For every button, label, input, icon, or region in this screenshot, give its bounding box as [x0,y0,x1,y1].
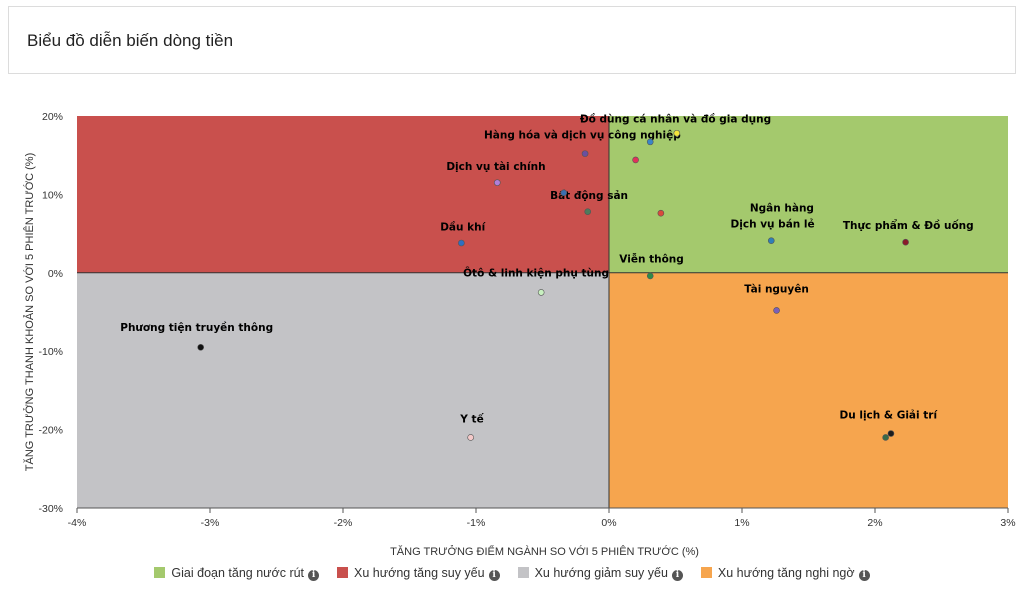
page-title: Biểu đồ diễn biến dòng tiền [27,31,234,50]
info-icon[interactable]: i [308,570,320,582]
sector-label: Dịch vụ tài chính [446,161,545,173]
chart-legend: Giai đoạn tăng nước rút i Xu hướng tăng su… [0,566,1024,582]
sector-label: Viễn thông [619,253,684,266]
data-point [197,343,204,351]
legend-swatch [517,567,529,579]
cash-flow-quadrant-chart: -4% -3% -2% -1% 0% 1% 2% 3% 20% 10% 0% -10% -20% -30%… [23,111,1016,558]
sector-label: Thực phẩm & Đồ uống [843,219,974,232]
data-point [632,156,639,164]
legend-item[interactable]: Xu hướng giảm suy yếu i [517,566,683,582]
x-tick-label: 2% [867,517,882,529]
legend-swatch [337,567,349,579]
legend-swatch [700,567,712,579]
info-icon[interactable]: i [671,570,683,582]
quadrant-3 [77,272,609,508]
legend-swatch [154,567,166,579]
data-point [767,237,775,244]
y-axis-title: TĂNG TRƯỞNG THANH KHOẢN SO VỚI 5 PHIÊN T… [23,153,36,471]
data-point [887,430,895,437]
y-tick-label: -10% [38,346,63,358]
y-tick-label: -30% [38,503,63,515]
sector-label: Bất động sản [550,189,628,202]
legend-label: Giai đoạn tăng nước rút [171,566,305,581]
x-tick-label: 1% [734,517,749,529]
chart-header-panel: Biểu đồ diễn biến dòng tiền [8,6,1016,74]
sector-label: Tài nguyên [744,283,809,295]
data-point [657,209,665,217]
sector-label: Ngân hàng [750,203,814,215]
info-icon[interactable]: i [488,570,500,582]
x-tick-label: -1% [467,517,486,529]
data-point [882,434,889,441]
data-point [584,208,592,215]
data-point [467,434,474,441]
legend-label: Xu hướng giảm suy yếu [534,566,668,581]
data-point [673,129,681,137]
sector-label: Dầu khí [440,221,486,233]
legend-label: Xu hướng tăng suy yếu [354,566,485,581]
y-tick-label: 10% [42,189,63,201]
data-point [902,238,909,246]
data-point [773,307,780,314]
sector-label: Đồ dùng cá nhân và đồ gia dụng [580,112,771,125]
quadrant-4 [609,272,1008,508]
x-tick-label: -3% [201,517,220,529]
data-point [646,138,654,146]
legend-item[interactable]: Xu hướng tăng suy yếu i [337,566,500,582]
legend-item[interactable]: Giai đoạn tăng nước rút i [154,566,320,582]
sector-label: Du lịch & Giải trí [840,410,939,422]
y-tick-label: 20% [42,111,63,123]
quadrant-1 [609,116,1008,273]
legend-label: Xu hướng tăng nghi ngờ [717,566,855,581]
data-point [581,150,589,157]
sector-label: Dịch vụ bán lẻ [731,218,815,230]
sector-label: Y tế [459,413,484,426]
data-point [646,272,654,280]
sector-label: Ôtô & linh kiện phụ tùng [463,267,609,280]
sector-label: Hàng hóa và dịch vụ công nghiệp [484,130,681,142]
x-tick-label: -2% [334,517,353,529]
data-point [493,179,501,186]
quadrant-2 [77,116,609,273]
data-point [537,289,545,296]
x-axis-title: TĂNG TRƯỞNG ĐIỂM NGÀNH SO VỚI 5 PHIÊN TR… [390,545,699,558]
info-icon[interactable]: i [858,570,870,582]
sector-label: Phương tiện truyền thông [120,321,273,334]
x-tick-label: -4% [68,517,87,529]
data-point [560,189,568,197]
x-tick-label: 3% [1000,517,1015,529]
x-tick-label: 0% [601,517,616,529]
y-tick-label: 0% [48,268,63,280]
y-tick-label: -20% [38,425,63,437]
data-point [458,239,465,247]
legend-item[interactable]: Xu hướng tăng nghi ngờ i [700,566,870,582]
